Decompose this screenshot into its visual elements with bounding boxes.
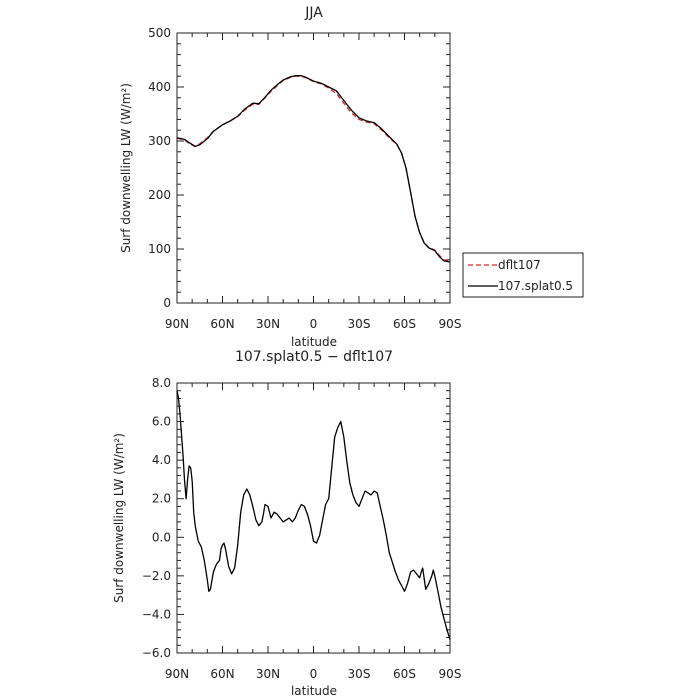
bottom-x-tick-labels: 90N 60N 30N 0 30S 60S 90S [165,667,462,681]
y-tick-label: −4.0 [142,607,171,621]
y-tick-label: 0.0 [152,530,171,544]
bottom-series-lines [176,390,451,640]
y-tick-label: 2.0 [152,492,171,506]
top-x-axis-title: latitude [291,335,337,349]
x-tick-label: 30N [256,317,280,331]
legend: dflt107 107.splat0.5 [462,252,584,298]
y-tick-label: 0 [163,296,171,310]
x-tick-label: 30S [348,667,371,681]
top-y-axis-title: Surf downwelling LW (W/m²) [119,83,133,253]
x-tick-label: 90N [165,667,189,681]
x-tick-label: 60S [393,317,416,331]
top-series-lines [176,75,451,263]
legend-box [462,252,584,298]
x-tick-label: 90S [439,667,462,681]
y-tick-label: 300 [148,134,171,148]
y-tick-label: 8.0 [152,376,171,390]
x-tick-label: 30S [348,317,371,331]
series-line-dflt107 [176,75,451,262]
bottom-y-tick-labels: −6.0 −4.0 −2.0 0.0 2.0 4.0 6.0 8.0 [142,376,171,660]
top-panel: JJA 0 100 200 300 400 500 90N 60N 30N 0 30S 60S 90S… [119,5,461,349]
y-tick-label: 4.0 [152,453,171,467]
y-tick-label: −2.0 [142,569,171,583]
series-line-107-splat0-5 [176,75,451,263]
bottom-plot-frame [176,382,451,654]
x-tick-label: 60N [210,317,234,331]
x-tick-label: 90S [439,317,462,331]
legend-label-splat: 107.splat0.5 [498,279,573,293]
bottom-panel-title: 107.splat0.5 − dflt107 [235,349,393,365]
x-tick-label: 60N [210,667,234,681]
x-tick-label: 60S [393,667,416,681]
bottom-x-axis-title: latitude [291,684,337,698]
y-tick-label: 6.0 [152,415,171,429]
series-line-difference [176,390,451,640]
bottom-tick-marks [176,382,451,654]
top-panel-title: JJA [304,5,323,21]
top-y-tick-labels: 0 100 200 300 400 500 [148,26,171,310]
bottom-panel: 107.splat0.5 − dflt107 −6.0 −4.0 −2.0 0.0 2.… [112,349,461,698]
y-tick-label: 100 [148,242,171,256]
y-tick-label: −6.0 [142,646,171,660]
bottom-y-axis-title: Surf downwelling LW (W/m²) [112,433,126,603]
x-tick-label: 0 [310,317,318,331]
x-tick-label: 30N [256,667,280,681]
top-tick-marks [176,32,451,304]
legend-label-dflt107: dflt107 [498,258,541,272]
top-x-tick-labels: 90N 60N 30N 0 30S 60S 90S [165,317,462,331]
y-tick-label: 200 [148,188,171,202]
x-tick-label: 90N [165,317,189,331]
y-tick-label: 500 [148,26,171,40]
x-tick-label: 0 [310,667,318,681]
top-plot-frame [176,32,451,304]
y-tick-label: 400 [148,80,171,94]
